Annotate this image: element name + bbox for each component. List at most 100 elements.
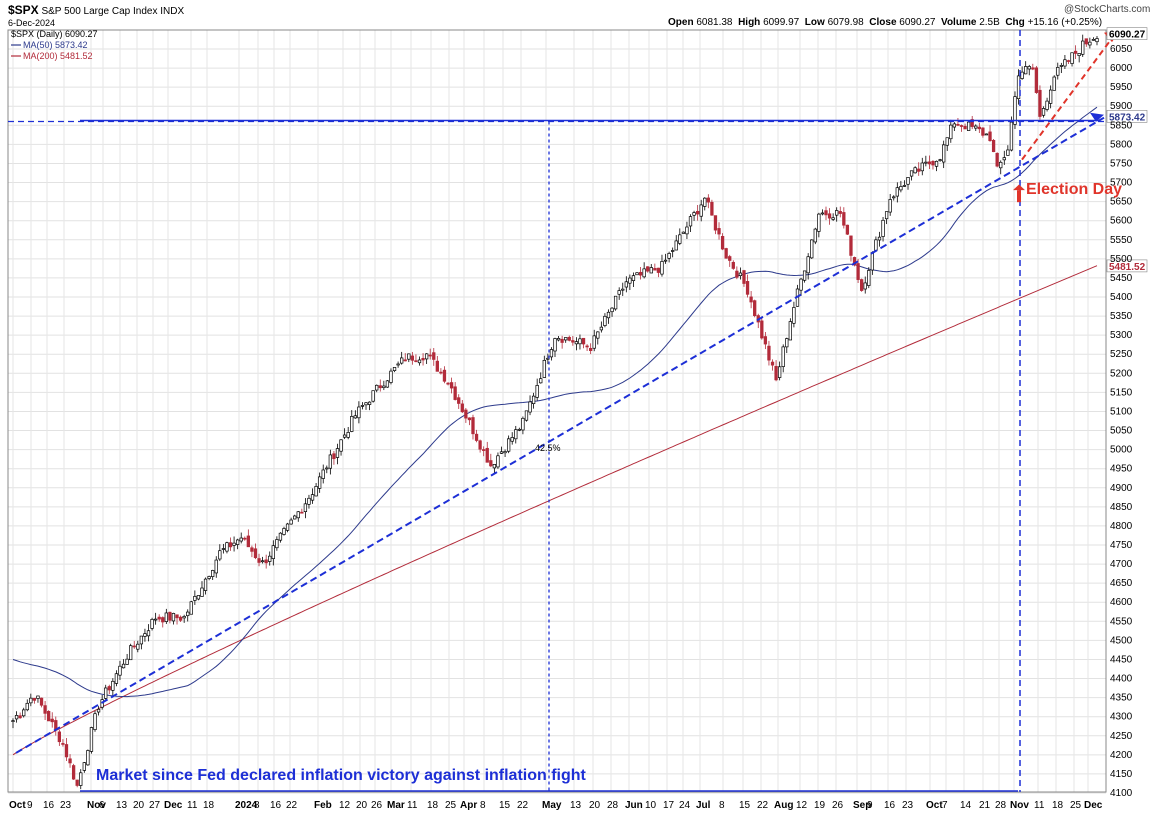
candle-body (439, 371, 443, 374)
candle-body (977, 126, 981, 130)
candle-body (1091, 38, 1096, 41)
candle-body (207, 576, 211, 579)
candle-body (71, 765, 76, 780)
candle-body (175, 614, 179, 619)
x-tick-label: 20 (356, 800, 368, 811)
candle-body (107, 686, 111, 691)
x-tick-label: Dec (164, 800, 183, 811)
candle-body (1013, 96, 1017, 125)
candle-body (1009, 121, 1014, 151)
candle-body (531, 395, 536, 404)
ma50-tag: 5873.42 (1109, 112, 1146, 123)
market-since-label: Market since Fed declared inflation vict… (96, 767, 587, 784)
candle-body (57, 731, 62, 743)
x-tick-label: 22 (757, 800, 769, 811)
x-tick-label: 22 (286, 800, 298, 811)
y-tick-label: 4200 (1110, 750, 1133, 761)
last-price-tag: 6090.27 (1109, 30, 1146, 41)
candle-body (542, 359, 546, 378)
candle-body (535, 385, 539, 398)
candle-body (360, 405, 365, 407)
candle-body (11, 720, 15, 722)
candle-body (303, 503, 308, 513)
candle-body (785, 338, 789, 348)
x-tick-label: 2024 (235, 800, 258, 811)
annotations: Election Day Market since Fed declared in… (96, 181, 1122, 784)
candle-body (799, 278, 803, 291)
candle-body (153, 618, 158, 621)
candle-body (428, 354, 432, 357)
candle-body (260, 560, 265, 563)
candle-body (728, 256, 732, 261)
candle-body (731, 261, 735, 269)
candle-body (749, 296, 753, 303)
candle-body (164, 612, 168, 622)
candle-body (271, 545, 275, 559)
ma50-path (12, 106, 1098, 698)
candle-body (831, 217, 835, 220)
candle-body (114, 673, 119, 684)
candle-body (524, 410, 529, 421)
x-tick-label: 20 (133, 800, 145, 811)
candle-body (449, 382, 454, 389)
symbol: $SPX (8, 3, 39, 17)
candle-body (54, 720, 58, 730)
candle-body (667, 253, 671, 259)
candle-body (835, 210, 839, 216)
x-tick-label: 22 (517, 800, 529, 811)
candle-body (1084, 38, 1088, 45)
x-tick-label: 26 (371, 800, 383, 811)
candle-body (988, 131, 992, 142)
candle-body (874, 239, 878, 251)
candle-body (770, 361, 775, 366)
x-tick-label: 28 (607, 800, 619, 811)
candle-body (788, 321, 792, 341)
candle-body (742, 270, 746, 284)
candle-body (310, 494, 315, 501)
candle-body (760, 320, 764, 339)
candle-body (781, 346, 785, 367)
candle-body (585, 345, 589, 348)
candle-body (578, 338, 582, 345)
x-tick-label: 13 (116, 800, 128, 811)
x-tick-label: 16 (43, 800, 55, 811)
ohlc-readout: Open 6081.38 High 6099.97 Low 6079.98 Cl… (668, 17, 1102, 28)
candle-body (596, 331, 600, 339)
candle-body (671, 250, 675, 252)
candle-body (660, 261, 664, 275)
candle-body (325, 467, 329, 470)
candle-body (214, 559, 218, 574)
candle-body (139, 635, 144, 645)
y-tick-label: 4850 (1110, 502, 1133, 513)
candle-body (157, 616, 161, 620)
x-tick-label: 19 (814, 800, 826, 811)
volume-value: 2.5B (979, 17, 1000, 28)
chg-value: +15.16 (+0.25%) (1027, 17, 1103, 28)
candle-body (499, 451, 504, 454)
candle-body (970, 119, 974, 127)
candle-body (849, 235, 853, 256)
x-tick-label: 8 (254, 800, 260, 811)
close-label: Close (869, 17, 897, 28)
y-tick-label: 5100 (1110, 406, 1133, 417)
candle-body (339, 439, 343, 452)
x-tick-label: 6 (99, 800, 105, 811)
candle-body (186, 611, 190, 617)
candle-body (621, 288, 625, 291)
x-tick-label: Oct (926, 800, 943, 811)
candle-body (913, 167, 917, 174)
y-tick-label: 4400 (1110, 674, 1133, 685)
candle-body (136, 643, 140, 650)
x-tick-label: 20 (589, 800, 601, 811)
x-tick-label: 18 (427, 800, 439, 811)
candle-body (753, 300, 757, 316)
y-tick-label: 5300 (1110, 330, 1133, 341)
y-tick-label: 4800 (1110, 521, 1133, 532)
y-tick-label: 5250 (1110, 349, 1133, 360)
x-tick-label: 9 (867, 800, 873, 811)
post-election-trend (1021, 36, 1114, 161)
candle-body (314, 486, 318, 497)
candle-body (318, 476, 322, 489)
candle-body (514, 429, 518, 440)
